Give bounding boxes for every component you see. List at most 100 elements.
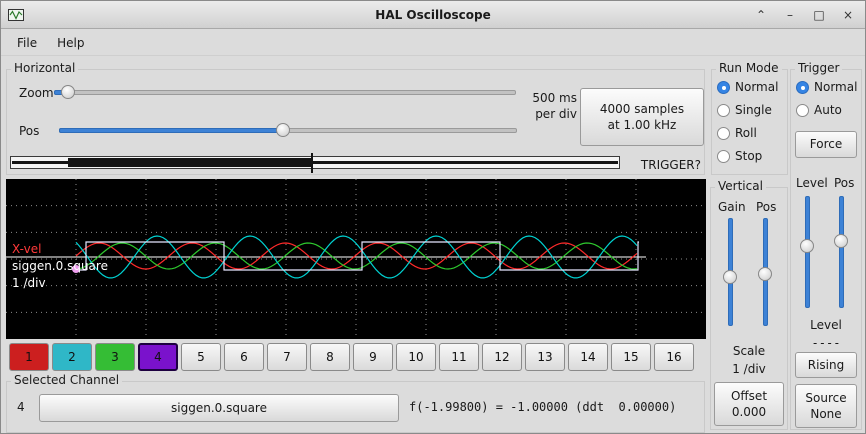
wave-chan2-sine — [75, 235, 638, 279]
channel-button-10[interactable]: 10 — [396, 343, 436, 371]
channel-button-14[interactable]: 14 — [568, 343, 608, 371]
radio-label: Auto — [814, 103, 842, 117]
channel-button-16[interactable]: 16 — [654, 343, 694, 371]
radio-option-auto[interactable]: Auto — [796, 103, 857, 117]
vertical-gain-label: Gain — [718, 200, 746, 214]
selected-channel-group: Selected Channel 4 siggen.0.square f(-1.… — [6, 373, 705, 433]
force-trigger-button[interactable]: Force — [795, 131, 857, 158]
menu-file[interactable]: File — [17, 35, 38, 50]
run-mode-radios: Normal Single Roll Stop — [717, 80, 778, 163]
trigger-source-label: Source — [805, 390, 847, 405]
channel-row: 1 2 3 4 5 6 7 8 9 10 11 12 13 14 15 16 — [9, 343, 694, 371]
slider-track — [839, 196, 844, 308]
radio-option-roll[interactable]: Roll — [717, 126, 778, 140]
window-controls: ⌃ – □ × — [754, 1, 855, 29]
channel-button-13[interactable]: 13 — [525, 343, 565, 371]
channel-button-8[interactable]: 8 — [310, 343, 350, 371]
scope-channel-label-1: siggen.0.square — [12, 259, 108, 273]
horizontal-group: Horizontal Zoom 500 ms per div 4000 samp… — [6, 61, 705, 175]
selected-channel-number: 4 — [17, 400, 25, 414]
channel-button-7[interactable]: 7 — [267, 343, 307, 371]
radio-option-normal[interactable]: Normal — [717, 80, 778, 94]
channel-button-6[interactable]: 6 — [224, 343, 264, 371]
scope-channel-label-2: 1 /div — [12, 276, 46, 290]
radio-option-single[interactable]: Single — [717, 103, 778, 117]
radio-selected-icon — [796, 80, 809, 94]
scope-marker-dot — [72, 265, 80, 273]
radio-label: Normal — [814, 80, 858, 94]
vertical-group-label: Vertical — [715, 179, 766, 193]
offset-button[interactable]: Offset 0.000 — [714, 382, 784, 426]
channel-button-5[interactable]: 5 — [181, 343, 221, 371]
horizontal-pos-slider[interactable] — [59, 122, 517, 138]
channel-button-15[interactable]: 15 — [611, 343, 651, 371]
run-mode-group: Run Mode Normal Single Roll Stop — [711, 61, 788, 175]
zoom-label: Zoom — [19, 86, 54, 100]
timebase-unit: per div — [535, 107, 577, 121]
channel-button-12[interactable]: 12 — [482, 343, 522, 371]
maximize-button[interactable]: □ — [813, 8, 825, 22]
wave-chan3-sine — [75, 242, 638, 270]
horizontal-pos-slider-handle[interactable] — [276, 123, 291, 137]
channel-button-9[interactable]: 9 — [353, 343, 393, 371]
trigger-level-readout-value: ---- — [811, 336, 841, 350]
shade-button[interactable]: ⌃ — [755, 8, 767, 22]
channel-button-11[interactable]: 11 — [439, 343, 479, 371]
titlebar: HAL Oscilloscope ⌃ – □ × — [1, 1, 865, 29]
close-button[interactable]: × — [842, 8, 854, 22]
vertical-gain-slider[interactable] — [722, 218, 738, 326]
radio-label: Normal — [735, 80, 779, 94]
run-mode-group-label: Run Mode — [716, 61, 782, 75]
trigger-mode-radios: Normal Auto — [796, 80, 857, 117]
radio-selected-icon — [717, 80, 730, 94]
wave-chan4-square — [76, 241, 639, 271]
offset-value: 0.000 — [731, 404, 767, 419]
trigger-position-marker — [311, 153, 313, 173]
scope-channel-label-0: X-vel — [12, 242, 41, 256]
scale-label: Scale — [732, 344, 766, 358]
record-preview-bar — [10, 153, 620, 173]
radio-option-stop[interactable]: Stop — [717, 149, 778, 163]
wave-chan1-sine — [75, 242, 638, 270]
app-icon — [8, 7, 24, 23]
trigger-group: Trigger Normal Auto Force Level Pos Level… — [790, 61, 862, 430]
vertical-group: Vertical Gain Pos Scale 1 /div Offset 0.… — [710, 179, 788, 430]
vertical-pos-slider-handle[interactable] — [758, 267, 772, 282]
channel-value-readout: f(-1.99800) = -1.00000 (ddt 0.00000) — [409, 400, 677, 414]
channel-button-2[interactable]: 2 — [52, 343, 92, 371]
trigger-source-value: None — [810, 406, 842, 421]
samples-button[interactable]: 4000 samples at 1.00 kHz — [580, 88, 704, 146]
menubar: File Help — [1, 30, 865, 56]
trigger-level-slider[interactable] — [799, 196, 815, 308]
samples-line1: 4000 samples — [599, 101, 685, 116]
scope-display[interactable]: X-vel siggen.0.square 1 /div — [6, 179, 706, 339]
zoom-slider[interactable] — [54, 84, 516, 100]
minimize-button[interactable]: – — [787, 8, 793, 22]
channel-button-1[interactable]: 1 — [9, 343, 49, 371]
radio-label: Single — [735, 103, 772, 117]
channel-source-button[interactable]: siggen.0.square — [39, 394, 399, 422]
samples-line2: at 1.00 kHz — [607, 117, 677, 132]
trigger-pos-slider-handle[interactable] — [834, 233, 848, 248]
zoom-slider-handle[interactable] — [60, 85, 75, 99]
record-full-line — [12, 161, 618, 164]
record-window-segment — [68, 158, 313, 167]
slider-fill — [59, 128, 284, 133]
trigger-level-slider-handle[interactable] — [800, 239, 814, 254]
trigger-pos-slider[interactable] — [833, 196, 849, 308]
trigger-edge-button[interactable]: Rising — [795, 352, 857, 378]
menu-help[interactable]: Help — [57, 35, 85, 50]
window-title: HAL Oscilloscope — [375, 7, 491, 22]
trigger-source-button[interactable]: Source None — [795, 384, 857, 428]
radio-label: Stop — [735, 149, 763, 163]
vertical-pos-slider[interactable] — [757, 218, 773, 326]
trigger-group-label: Trigger — [795, 61, 843, 75]
scope-canvas: X-vel siggen.0.square 1 /div — [6, 179, 706, 339]
scale-value: 1 /div — [732, 362, 766, 376]
radio-option-normal[interactable]: Normal — [796, 80, 857, 94]
trigger-level-readout-label: Level — [810, 318, 842, 332]
vertical-gain-slider-handle[interactable] — [723, 270, 737, 285]
channel-button-3[interactable]: 3 — [95, 343, 135, 371]
timebase-readout: 500 ms per div — [517, 90, 577, 122]
channel-button-4[interactable]: 4 — [138, 343, 178, 371]
